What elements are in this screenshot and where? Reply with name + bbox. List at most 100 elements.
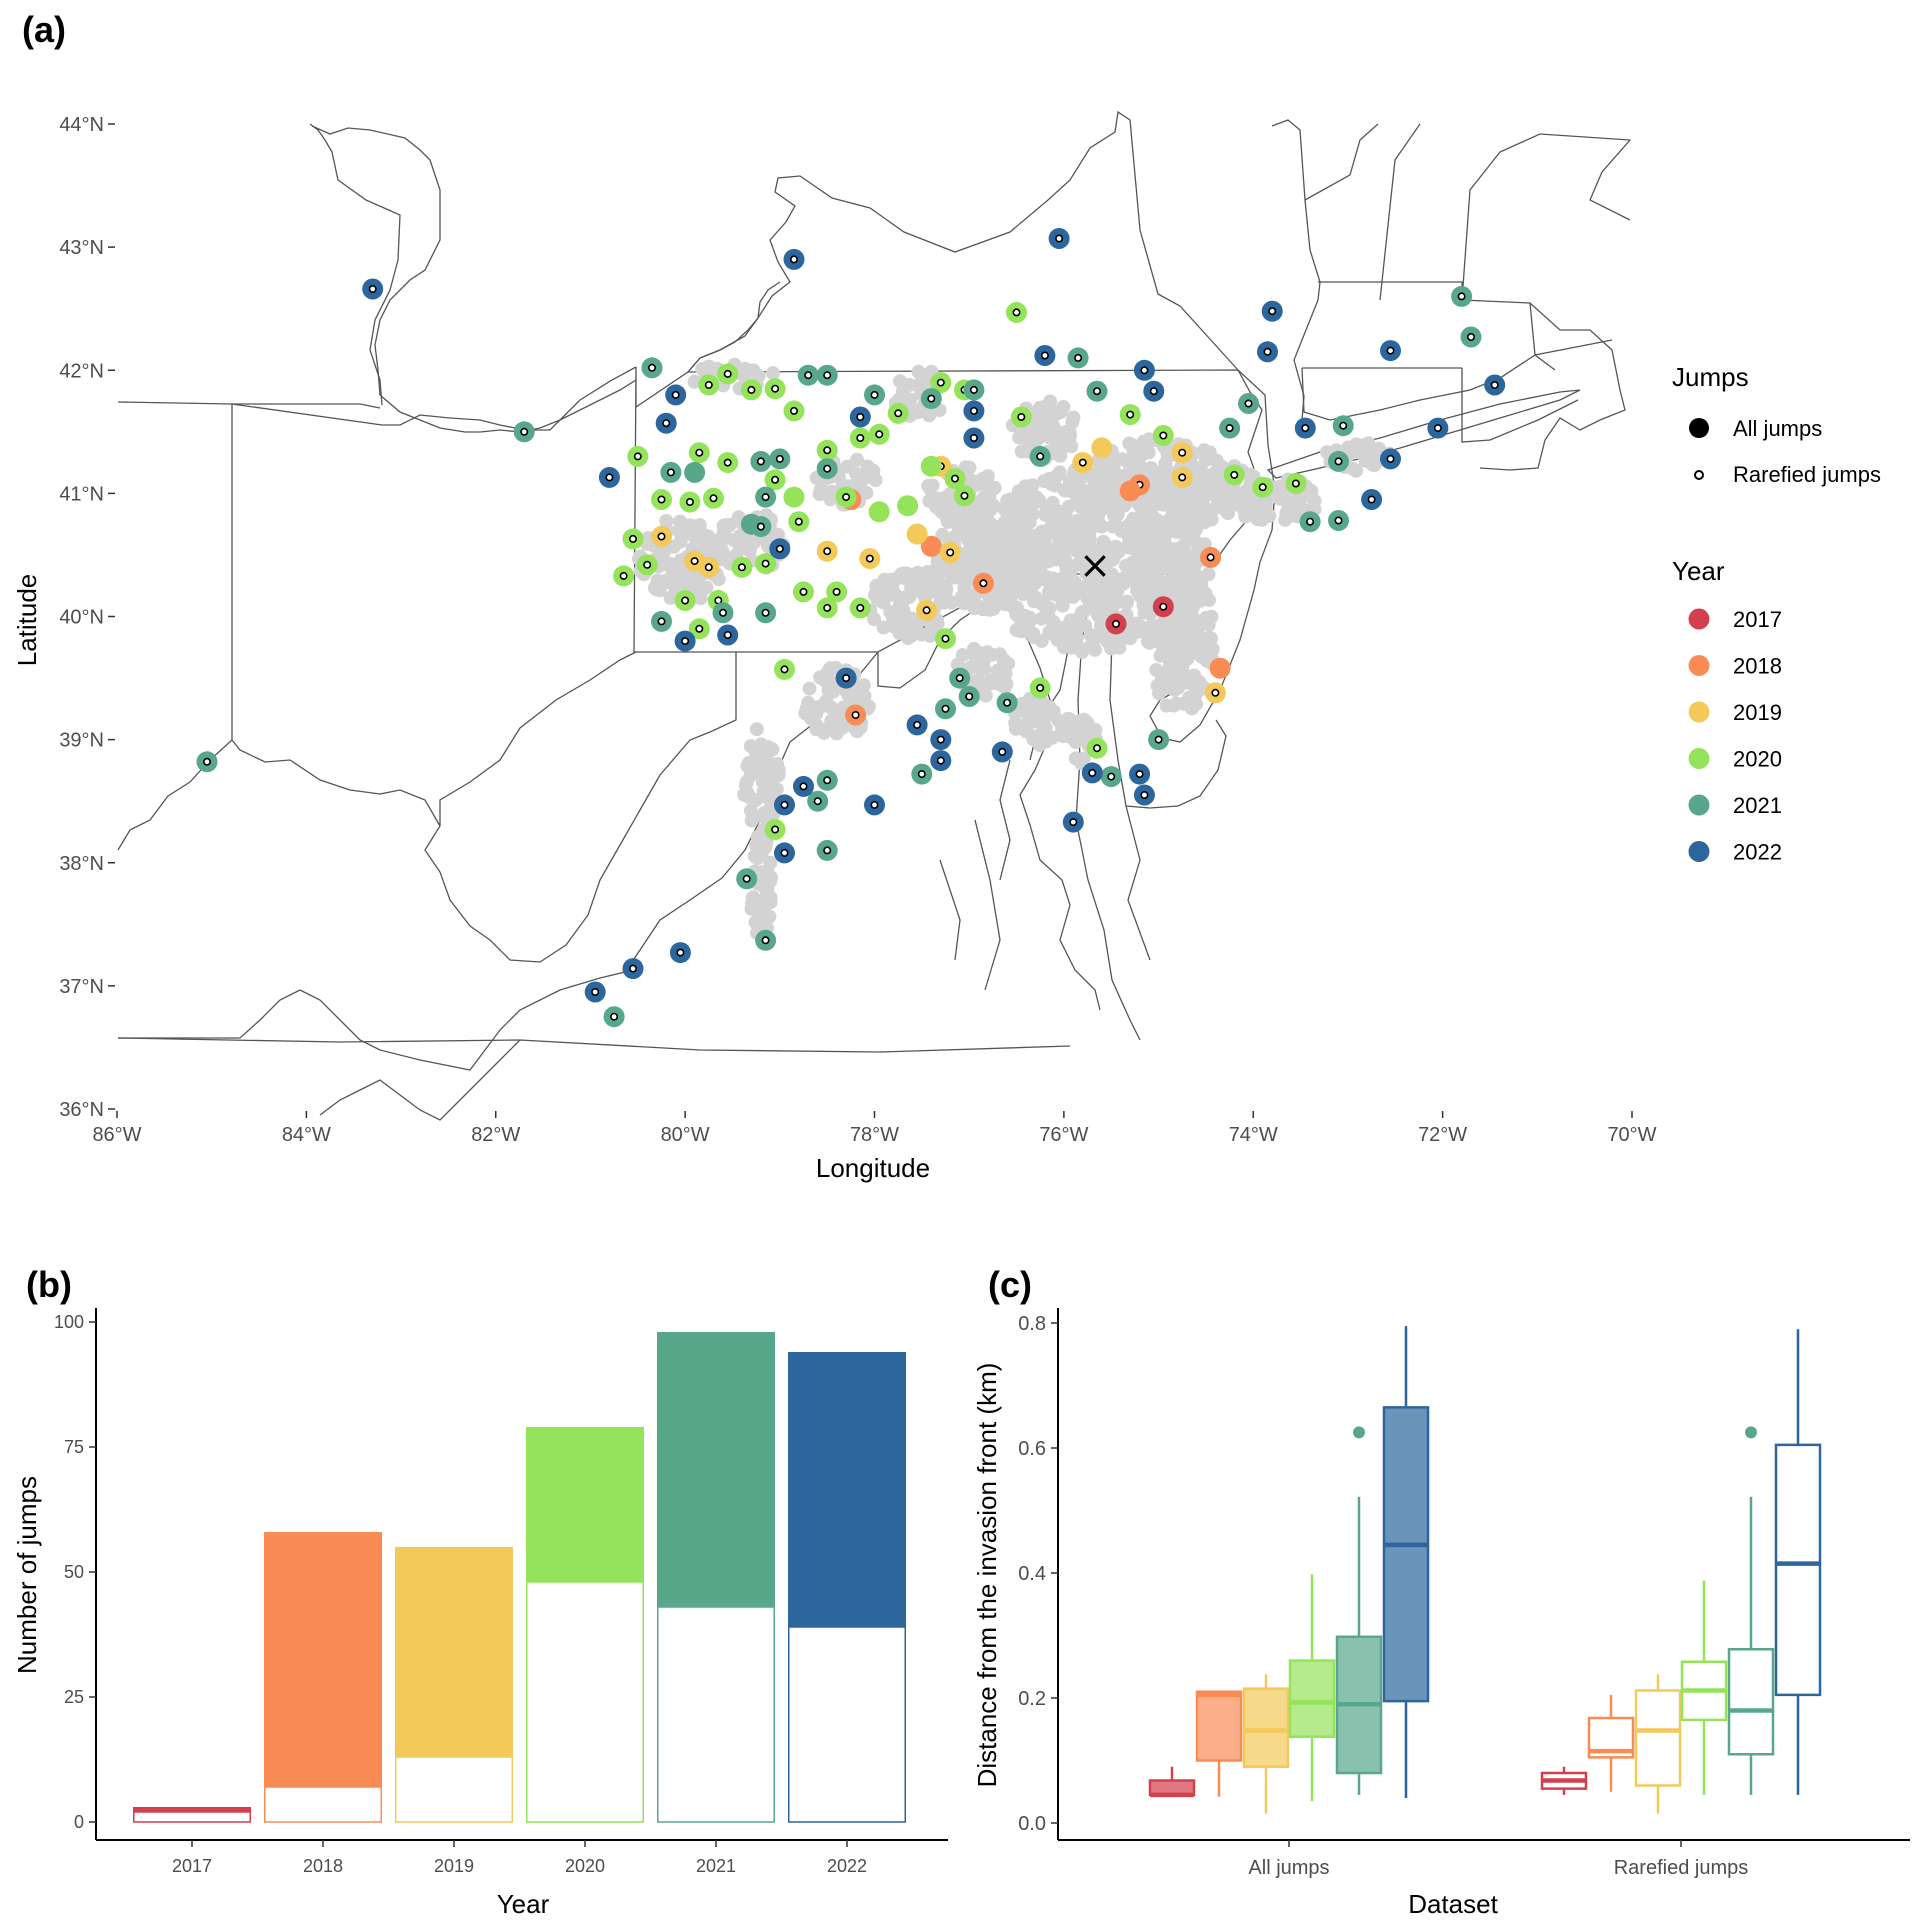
- range-dot: [1184, 701, 1199, 716]
- rarefied-jump-marker: [1301, 424, 1310, 433]
- rarefied-jump-marker: [647, 363, 656, 372]
- rarefied-jump-marker: [870, 800, 879, 809]
- rarefied-jump-marker: [1178, 473, 1187, 482]
- range-dot: [971, 509, 986, 524]
- map-y-tick-label: 44°N: [59, 114, 104, 136]
- rarefied-jump-marker: [1386, 346, 1395, 355]
- map-x-tick-label: 74°W: [1229, 1124, 1278, 1146]
- range-dot: [1011, 484, 1026, 499]
- range-dot: [1020, 431, 1035, 446]
- range-dot: [1000, 571, 1015, 586]
- legend-year-label-2019: 2019: [1733, 700, 1782, 725]
- range-dot: [869, 578, 884, 593]
- range-dot: [940, 514, 955, 529]
- border-mass-coast: [1479, 302, 1626, 471]
- range-dot: [996, 652, 1011, 667]
- range-dot: [1177, 537, 1192, 552]
- legend-year-swatch-2019: [1688, 701, 1710, 723]
- range-dot: [966, 556, 981, 571]
- range-dot: [1057, 483, 1072, 498]
- jump-point-2020: [783, 486, 805, 508]
- range-dot: [849, 466, 864, 481]
- rarefied-jump-marker: [1258, 483, 1267, 492]
- map-x-tick-label: 80°W: [661, 1124, 710, 1146]
- range-dot: [1047, 551, 1062, 566]
- range-dot: [980, 469, 995, 484]
- range-dot: [1143, 491, 1158, 506]
- rarefied-jump-marker: [1291, 479, 1300, 488]
- range-dot: [1187, 574, 1202, 589]
- range-dot: [1103, 470, 1118, 485]
- range-dot: [1122, 436, 1137, 451]
- range-dot: [948, 504, 963, 519]
- range-dot: [761, 740, 776, 755]
- rarefied-jump-marker: [1339, 421, 1348, 430]
- rarefied-jump-marker: [913, 720, 922, 729]
- rarefied-jump-marker: [666, 468, 675, 477]
- box-y-tick-label: 0.6: [1018, 1438, 1046, 1460]
- bar-rarefied-jumps-2019: [395, 1756, 513, 1823]
- bar-x-axis-title: Year: [497, 1889, 550, 1919]
- rarefied-jump-marker: [804, 371, 813, 380]
- rarefied-jump-marker: [1112, 619, 1121, 628]
- range-dot: [824, 484, 839, 499]
- rarefied-jump-marker: [1306, 517, 1315, 526]
- rarefied-jump-marker: [823, 846, 832, 855]
- legend-rarefied-symbol: [1694, 470, 1704, 480]
- range-dot: [1095, 486, 1110, 501]
- range-dot: [650, 581, 665, 596]
- rarefied-jump-marker: [723, 630, 732, 639]
- range-dot: [1037, 474, 1052, 489]
- range-dot: [994, 539, 1009, 554]
- range-dot: [1014, 697, 1029, 711]
- range-dot: [1041, 610, 1056, 625]
- jump-point-2020: [897, 495, 919, 517]
- map-y-tick-label: 42°N: [59, 360, 104, 382]
- rarefied-jump-marker: [771, 825, 780, 834]
- range-dot: [743, 739, 758, 754]
- rarefied-jump-marker: [1078, 458, 1087, 467]
- range-dot: [1050, 633, 1065, 648]
- rarefied-jump-marker: [823, 464, 832, 473]
- rarefied-jump-marker: [605, 473, 614, 482]
- range-dot: [921, 568, 936, 583]
- box-2019: [1634, 1689, 1682, 1787]
- legend-year-label-2022: 2022: [1733, 840, 1782, 865]
- range-dot: [973, 646, 988, 661]
- rarefied-jump-marker: [851, 710, 860, 719]
- map-x-axis-title: Longitude: [816, 1153, 930, 1183]
- range-dot: [659, 514, 674, 528]
- rarefied-jump-marker: [823, 371, 832, 380]
- range-dot: [1038, 428, 1053, 443]
- rarefied-jump-marker: [695, 448, 704, 457]
- rarefied-jump-marker: [1093, 744, 1102, 753]
- bar-marks: [133, 1332, 906, 1823]
- range-dot: [1022, 568, 1037, 583]
- rarefied-jump-marker: [662, 419, 671, 428]
- range-dot: [692, 527, 707, 542]
- rarefied-jump-marker: [1263, 347, 1272, 356]
- range-dot: [910, 565, 925, 580]
- panel-b-label: (b): [26, 1264, 72, 1305]
- jump-point-2020: [920, 455, 942, 477]
- outlier-2021: [1353, 1426, 1365, 1439]
- border-ky-nc: [117, 1037, 1071, 1053]
- bar-y-tick-label: 75: [64, 1437, 84, 1457]
- box-marks: [1148, 1326, 1822, 1814]
- range-dot: [922, 494, 937, 508]
- legend-year-swatch-2021: [1688, 794, 1710, 816]
- range-dot: [1368, 445, 1383, 460]
- rarefied-jump-marker: [1334, 457, 1343, 466]
- range-dot: [899, 566, 914, 581]
- bar-x-tick-label: 2022: [827, 1856, 867, 1876]
- range-dot: [1084, 541, 1098, 556]
- legend-year-swatch-2022: [1688, 841, 1710, 862]
- bar-x-tick-label: 2021: [696, 1856, 736, 1876]
- legend-all-jumps-symbol: [1689, 418, 1709, 438]
- range-dot: [740, 758, 755, 773]
- range-dot: [1178, 647, 1193, 662]
- range-dot: [674, 523, 689, 538]
- rarefied-jump-marker: [1268, 307, 1277, 316]
- rarefied-jump-marker: [1126, 410, 1135, 419]
- map-x-tick-label: 82°W: [471, 1124, 520, 1146]
